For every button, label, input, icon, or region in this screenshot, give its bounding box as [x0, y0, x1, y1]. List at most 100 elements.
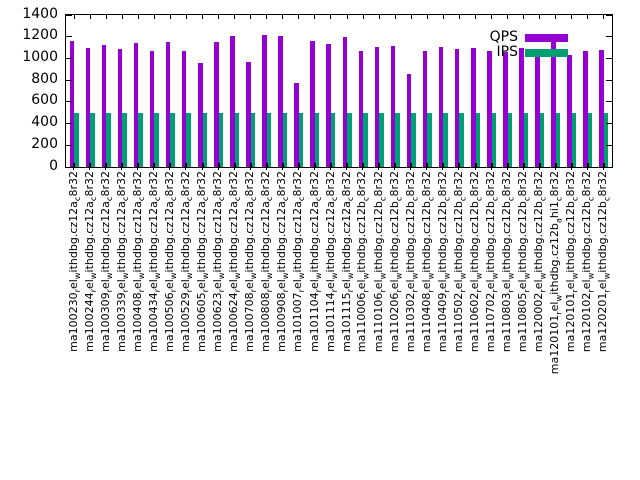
y-tick-label: 0	[49, 157, 58, 174]
y-tick-label: 1200	[22, 27, 58, 44]
x-axis-tick-outer	[185, 167, 187, 170]
x-category-label: ma100623relwithdbg.cz12ac8r32	[211, 171, 227, 352]
x-axis-tick-bottom	[265, 163, 268, 167]
ips-bar	[507, 113, 513, 167]
x-axis-tick-bottom	[474, 163, 477, 167]
x-axis-tick-top	[202, 15, 203, 19]
x-axis-tick-top	[458, 15, 460, 19]
ips-bar	[298, 113, 304, 167]
ips-bar	[266, 113, 272, 167]
x-axis-tick-top	[523, 15, 525, 19]
x-axis-tick-bottom	[506, 163, 509, 167]
x-axis-tick-top	[491, 15, 493, 19]
qps-bar	[422, 51, 428, 167]
x-axis-tick-outer	[442, 167, 444, 170]
ips-bar	[314, 113, 320, 167]
qps-bar	[181, 51, 187, 167]
qps-bar	[101, 45, 107, 167]
x-category-label: ma100624relwithdbg.cz12ac8r32	[227, 171, 243, 352]
x-axis-tick-bottom	[346, 163, 349, 167]
x-axis-tick-outer	[153, 167, 155, 170]
ips-bar	[347, 113, 352, 167]
y-tick-label: 600	[31, 92, 58, 109]
y-axis-tick-left	[66, 79, 72, 81]
x-axis-tick-outer	[105, 167, 107, 170]
x-axis-tick-outer	[313, 167, 315, 170]
x-axis-tick-top	[426, 15, 428, 19]
ips-bar	[587, 113, 593, 167]
x-axis-tick-outer	[169, 167, 171, 170]
x-axis-tick-top	[153, 15, 155, 19]
x-axis-tick-bottom	[137, 163, 140, 167]
x-category-label: ma120002relwithdbg.cz12bc8r32	[532, 171, 548, 353]
x-category-label: ma110409relwithdbg.cz12bc8r32	[435, 171, 452, 353]
qps-bar	[406, 74, 412, 167]
x-axis-tick-top	[346, 15, 348, 19]
x-category-label: ma120102relwithdbg.cz12bc8r32	[580, 171, 596, 353]
ips-bar	[74, 113, 79, 167]
x-axis-tick-outer	[394, 167, 396, 170]
x-axis-tick-bottom	[217, 163, 220, 167]
qps-bar	[149, 51, 155, 167]
x-axis-tick-outer	[602, 167, 604, 170]
x-category-label: ma110106relwithdbg.cz12bc8r32	[371, 171, 387, 353]
x-axis-tick-bottom	[89, 163, 92, 167]
x-category-label: ma101104relwithdbg.cz12ac8r32	[307, 171, 323, 352]
ips-bar	[459, 113, 464, 167]
qps-bar	[551, 41, 556, 167]
qps-bar	[326, 43, 331, 167]
x-category-label: ma100808relwithdbg.cz12ac8r32	[259, 171, 275, 352]
x-axis-tick-top	[555, 15, 557, 19]
qps-bar	[165, 41, 171, 167]
ips-bar	[154, 113, 159, 167]
ips-bar	[170, 113, 175, 167]
x-category-label: ma110803relwithdbg.cz12bc8r32	[500, 171, 516, 353]
y-tick-label: 200	[31, 135, 58, 152]
x-axis-tick-bottom	[378, 163, 381, 167]
x-axis-tick-outer	[378, 167, 380, 170]
y-axis-tick-right	[606, 144, 612, 146]
x-axis-tick-outer	[426, 167, 428, 170]
x-axis-tick-outer	[490, 167, 492, 170]
x-axis-tick-outer	[458, 167, 460, 170]
ips-bar	[379, 113, 384, 167]
x-axis-tick-top	[507, 15, 509, 19]
x-axis-tick-top	[185, 15, 187, 19]
x-axis-tick-top	[314, 15, 316, 19]
x-category-label: ma101115relwithdbg.cz12ac8r32	[339, 171, 355, 352]
x-axis-tick-bottom	[522, 163, 525, 167]
x-axis-tick-top	[378, 15, 380, 19]
y-axis-tick-right	[606, 79, 612, 81]
x-axis-tick-top	[539, 15, 541, 19]
ips-bar	[491, 113, 497, 167]
x-axis-tick-bottom	[153, 163, 156, 167]
qps-bar	[503, 51, 508, 167]
x-axis-tick-top	[234, 15, 236, 19]
legend-item-ips: IPS	[490, 45, 568, 60]
x-axis-tick-bottom	[281, 163, 284, 167]
ips-bar	[202, 113, 207, 167]
qps-bar	[358, 51, 364, 167]
ips-bar	[250, 113, 256, 167]
x-category-label: ma110408relwithdbg.cz12bc8r32	[419, 171, 435, 353]
x-axis-tick-outer	[297, 167, 299, 170]
x-axis-tick-outer	[73, 167, 75, 170]
legend: QPS IPS	[490, 30, 568, 60]
x-axis-tick-top	[394, 15, 396, 19]
y-axis-tick-right	[606, 123, 612, 125]
ips-bar	[90, 113, 95, 167]
x-axis-tick-top	[410, 15, 412, 19]
ips-bar	[523, 113, 529, 167]
y-axis-tick-left	[66, 144, 72, 146]
x-axis-tick-top	[603, 15, 605, 19]
x-axis-tick-top	[442, 15, 444, 19]
x-axis-tick-outer	[89, 167, 91, 170]
x-axis-tick-bottom	[442, 163, 445, 167]
ips-bar	[603, 113, 609, 167]
qps-bar	[454, 49, 460, 167]
x-axis-tick-bottom	[185, 163, 188, 167]
qps-bar	[230, 36, 235, 167]
y-axis-tick-right	[606, 57, 612, 59]
x-category-label: ma100408relwithdbg.cz12ac8r32	[130, 171, 146, 352]
